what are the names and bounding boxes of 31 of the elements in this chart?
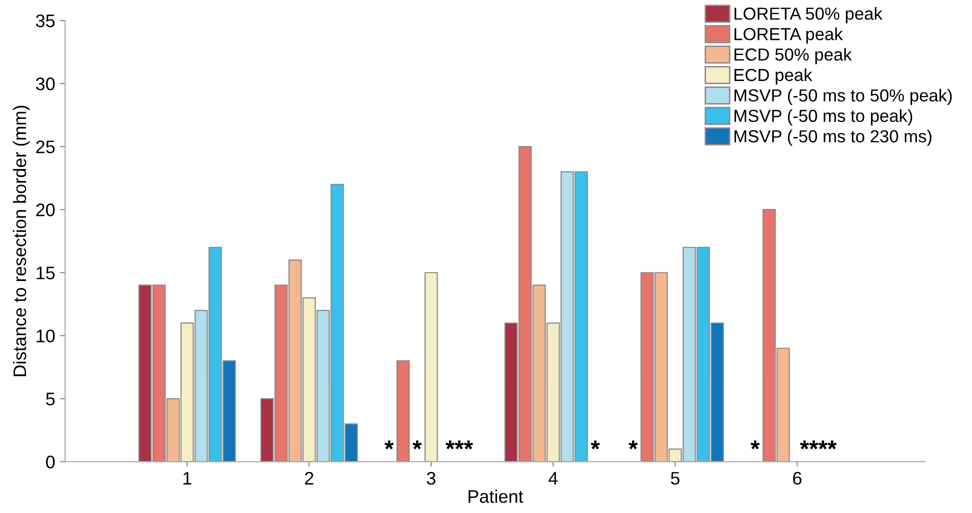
y-tick-label: 15 bbox=[36, 266, 55, 280]
legend-label: ECD peak bbox=[734, 68, 812, 85]
annotation: * bbox=[412, 440, 422, 450]
x-tick-label: 5 bbox=[670, 472, 680, 485]
x-axis-title: Patient bbox=[468, 490, 524, 503]
y-tick-label: 25 bbox=[36, 140, 55, 154]
x-tick-label: 4 bbox=[548, 472, 558, 485]
annotation: * bbox=[750, 440, 760, 450]
y-tick-label: 5 bbox=[46, 392, 55, 406]
y-tick-label: 20 bbox=[36, 204, 55, 216]
legend-label: MSVP (-50 ms to peak) bbox=[734, 109, 912, 126]
legend-label: LORETA 50% peak bbox=[734, 7, 882, 24]
legend-label: LORETA peak bbox=[734, 28, 843, 44]
legend-label: MSVP (-50 ms to 50% peak) bbox=[734, 88, 952, 106]
x-tick-label: 2 bbox=[305, 472, 314, 485]
annotation: *** bbox=[446, 440, 473, 450]
y-tick-label: 0 bbox=[46, 456, 55, 468]
legend-label: ECD 50% peak bbox=[734, 48, 852, 64]
annotation: * bbox=[590, 440, 600, 450]
legend-label: MSVP (-50 ms to 230 ms) bbox=[734, 130, 932, 146]
y-tick-label: 10 bbox=[36, 330, 55, 342]
x-tick-label: 1 bbox=[183, 472, 192, 485]
y-axis-title: Distance to resection border (mm) bbox=[12, 106, 30, 376]
y-tick-label: 30 bbox=[36, 77, 55, 90]
x-tick-label: 6 bbox=[793, 472, 802, 485]
bar bbox=[396, 360, 410, 462]
annotation: * bbox=[384, 440, 394, 450]
y-tick-label: 35 bbox=[36, 14, 55, 28]
annotation: * bbox=[628, 440, 638, 450]
annotation: **** bbox=[800, 440, 837, 450]
x-tick-label: 3 bbox=[426, 472, 436, 485]
